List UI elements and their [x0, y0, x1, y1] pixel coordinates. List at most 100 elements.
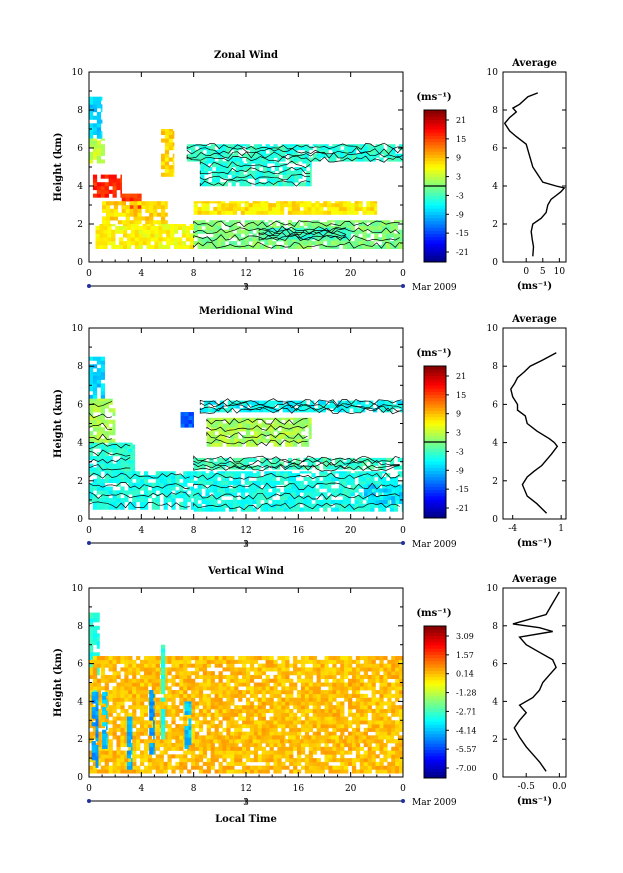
heatmap-cell — [280, 222, 285, 227]
contour-line — [206, 417, 308, 426]
heatmap-cell — [324, 720, 329, 725]
heatmap-cell — [129, 197, 134, 202]
heatmap-cell — [89, 140, 94, 145]
heatmap-cell — [242, 731, 247, 736]
heatmap-cell — [276, 210, 281, 215]
heatmap-cell — [399, 492, 404, 497]
heatmap-cell — [323, 507, 328, 512]
heatmap-cell — [96, 427, 102, 432]
heatmap-cell — [269, 765, 274, 770]
colorbar-segment — [424, 394, 446, 399]
heatmap-cell — [132, 671, 137, 676]
heatmap-cell — [187, 758, 192, 763]
heatmap-cell — [206, 438, 211, 443]
heatmap-cell — [213, 233, 218, 238]
heatmap-cell — [112, 701, 117, 706]
heatmap-cell — [92, 765, 98, 770]
heatmap-cell — [221, 471, 226, 474]
heatmap-cell — [367, 724, 372, 729]
heatmap-cell — [234, 690, 239, 695]
heatmap-cell — [163, 693, 168, 698]
heatmap-cell — [208, 167, 213, 172]
heatmap-cell — [166, 229, 171, 234]
heatmap-cell — [100, 455, 105, 461]
heatmap-cell — [163, 667, 168, 672]
heatmap-cell — [238, 708, 243, 714]
heatmap-cell — [179, 656, 184, 661]
heatmap-cell — [329, 400, 334, 405]
contour-line — [193, 458, 400, 466]
heatmap-cell — [316, 663, 321, 668]
heatmap-cell — [179, 731, 184, 736]
heatmap-cell — [289, 157, 294, 162]
heatmap-cell — [163, 720, 168, 725]
heatmap-cell — [348, 712, 353, 717]
heatmap-cell — [194, 712, 200, 717]
heatmap-cell — [270, 170, 276, 175]
heatmap-cell — [214, 769, 219, 774]
heatmap-cell — [175, 735, 180, 740]
heatmap-cell — [225, 244, 230, 249]
heatmap-cell — [295, 201, 300, 204]
heatmap-cell — [222, 431, 227, 436]
heatmap-cell — [179, 663, 184, 668]
heatmap-cell — [280, 480, 285, 485]
heatmap-cell — [163, 708, 168, 714]
heatmap-cell — [92, 130, 98, 135]
heatmap-cell — [202, 144, 208, 147]
heatmap-cell — [92, 671, 98, 676]
heatmap-cell — [206, 417, 211, 420]
heatmap-cell — [257, 434, 262, 440]
heatmap-cell — [209, 507, 214, 512]
heatmap-cell — [280, 496, 285, 501]
heatmap-cell — [293, 712, 298, 717]
heatmap-cell — [336, 716, 341, 721]
heatmap-cell — [316, 682, 321, 687]
heatmap-cell — [171, 494, 176, 499]
colorbar-unit: (ms⁻¹) — [416, 92, 451, 103]
colorbar-segment — [424, 486, 446, 490]
heatmap-cell — [359, 758, 365, 763]
heatmap-cell — [100, 371, 105, 377]
heatmap-cell — [332, 758, 337, 763]
heatmap-cell — [268, 241, 273, 246]
heatmap-cell — [308, 690, 314, 695]
heatmap-cell — [367, 761, 372, 766]
heatmap-cell — [308, 750, 314, 755]
heatmap-cell — [96, 119, 102, 124]
heatmap-cell — [225, 473, 230, 478]
heatmap-cell — [283, 488, 289, 493]
heatmap-cell — [257, 671, 262, 676]
heatmap-cell — [281, 434, 286, 440]
heatmap-cell — [302, 404, 307, 409]
heatmap-cell — [227, 170, 232, 175]
average-y-tick-label: 10 — [487, 324, 499, 334]
heatmap-cell — [261, 750, 266, 755]
heatmap-cell — [308, 724, 314, 729]
heatmap-cell — [221, 206, 226, 211]
heatmap-cell — [136, 482, 141, 487]
heatmap-cell — [137, 193, 142, 198]
heatmap-cell — [399, 496, 404, 501]
heatmap-cell — [320, 712, 325, 717]
heatmap-cell — [320, 659, 325, 664]
heatmap-cell — [228, 507, 234, 512]
heatmap-cell — [273, 708, 278, 714]
heatmap-cell — [285, 690, 290, 695]
heatmap-cell — [128, 501, 133, 506]
heatmap-cell — [112, 761, 117, 766]
heatmap-cell — [302, 182, 307, 187]
heatmap-cell — [266, 182, 272, 187]
heatmap-cell — [112, 186, 117, 191]
heatmap-cell — [348, 693, 353, 698]
heatmap-cell — [167, 731, 172, 736]
heatmap-cell — [194, 761, 200, 766]
heatmap-cell — [285, 686, 290, 691]
heatmap-cell — [235, 167, 240, 172]
heatmap-cell — [222, 754, 227, 759]
heatmap-cell — [248, 229, 253, 234]
heatmap-cell — [336, 769, 341, 774]
heatmap-cell — [115, 229, 120, 234]
heatmap-cell — [171, 482, 176, 487]
heatmap-cell — [205, 241, 210, 246]
